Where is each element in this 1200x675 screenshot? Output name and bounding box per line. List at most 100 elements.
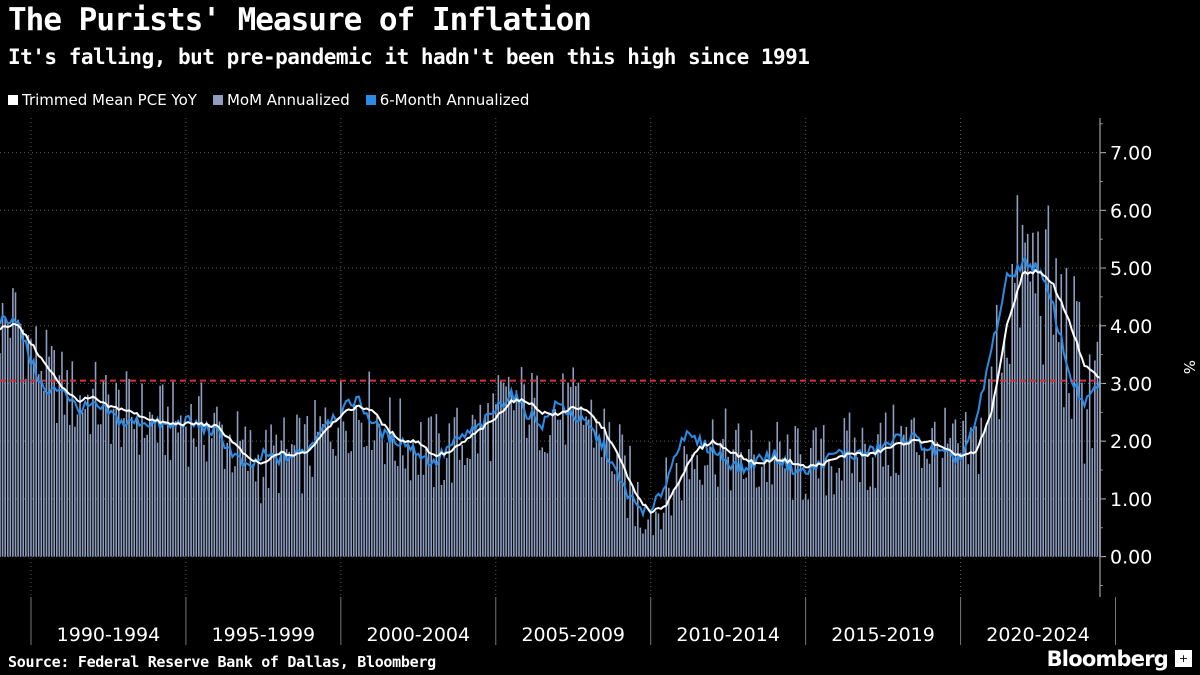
mom-bar [892, 404, 895, 557]
mom-bar [433, 487, 435, 557]
mom-bar [998, 419, 1001, 557]
mom-bar [510, 394, 513, 557]
mom-bar [613, 474, 616, 557]
mom-bar [50, 346, 53, 557]
legend-swatch-yoy [8, 95, 18, 105]
mom-bar [507, 376, 510, 557]
mom-bar [928, 463, 931, 557]
mom-bar [1016, 195, 1019, 557]
mom-bar [864, 443, 866, 557]
mom-bar [1075, 301, 1078, 557]
mom-bar [724, 408, 727, 557]
mom-bar [825, 495, 828, 557]
mom-bar [970, 427, 972, 557]
mom-bar [154, 422, 156, 557]
mom-bar [624, 455, 626, 557]
mom-bar [314, 399, 316, 557]
mom-bar [675, 463, 678, 557]
mom-bar [820, 438, 822, 557]
mom-bar [216, 406, 218, 557]
mom-bar [386, 442, 389, 557]
mom-bar [882, 466, 884, 557]
mom-bar [753, 454, 755, 557]
mom-bar [786, 434, 789, 557]
mom-bar [946, 443, 949, 557]
mom-bar [748, 449, 750, 557]
mom-bar [482, 426, 484, 557]
y-tick-label: 0.00 [1110, 547, 1152, 569]
source-note: Source: Federal Reserve Bank of Dallas, … [8, 653, 436, 671]
mom-bar [203, 444, 205, 557]
mom-bar [81, 412, 84, 557]
mom-bar [887, 465, 890, 557]
mom-bar [859, 482, 861, 557]
mom-bar [229, 434, 231, 557]
mom-bar [595, 418, 598, 557]
mom-bar [1021, 224, 1024, 557]
mom-bar [791, 499, 794, 557]
mom-bar [487, 403, 489, 557]
mom-bar [598, 437, 600, 557]
mom-bar [107, 394, 110, 557]
mom-bar [1086, 409, 1088, 557]
mom-bar [564, 444, 567, 557]
mom-bar [174, 421, 177, 557]
mom-bar [941, 457, 944, 557]
mom-bar [766, 481, 768, 557]
mom-bar [1088, 354, 1091, 557]
mom-bar [572, 367, 575, 557]
mom-bar [621, 434, 624, 557]
mom-bar [505, 386, 507, 557]
mom-bar [678, 482, 680, 557]
mom-bar [962, 420, 964, 557]
mom-bar [218, 421, 221, 557]
mom-bar [489, 461, 492, 557]
mom-bar [311, 476, 314, 557]
legend-label-yoy: Trimmed Mean PCE YoY [22, 91, 197, 109]
mom-bar [376, 416, 378, 557]
mom-bar [151, 414, 154, 557]
mom-bar [768, 441, 771, 557]
mom-bar [399, 398, 402, 557]
mom-bar [190, 404, 192, 557]
mom-bar [45, 329, 48, 557]
mom-bar [226, 442, 229, 557]
mom-bar [1006, 357, 1008, 557]
mom-bar [329, 441, 332, 557]
mom-bar [933, 421, 936, 557]
mom-bar [714, 474, 717, 557]
mom-bar [56, 422, 58, 557]
mom-bar [474, 419, 476, 557]
mom-bar [691, 454, 693, 557]
mom-bar [231, 472, 234, 557]
mom-bar [252, 463, 254, 557]
mom-bar [278, 493, 280, 557]
mom-bar [355, 404, 358, 557]
mom-bar [1011, 263, 1014, 557]
mom-bar [993, 396, 995, 557]
mom-bar [964, 412, 967, 557]
mom-bar [53, 350, 56, 557]
mom-bar [63, 414, 66, 557]
mom-bar [567, 382, 569, 557]
mom-bar [680, 500, 683, 557]
mom-bar [259, 503, 262, 557]
mom-bar [321, 424, 324, 557]
mom-bar [347, 453, 350, 557]
mom-bar [830, 466, 833, 557]
mom-bar [469, 458, 471, 557]
mom-bar [43, 390, 45, 557]
chart-title: The Purists' Measure of Inflation [8, 2, 592, 38]
mom-bar [368, 371, 371, 557]
mom-bar [575, 386, 577, 557]
plus-icon: + [1175, 650, 1192, 667]
mom-bar [1047, 205, 1050, 557]
mom-bar [918, 455, 921, 557]
mom-bar [156, 442, 159, 557]
mom-bar [110, 443, 112, 557]
mom-bar [159, 385, 161, 557]
mom-bar [61, 351, 63, 557]
mom-bar [580, 406, 582, 557]
mom-bar [771, 484, 773, 557]
mom-bar [66, 370, 68, 557]
